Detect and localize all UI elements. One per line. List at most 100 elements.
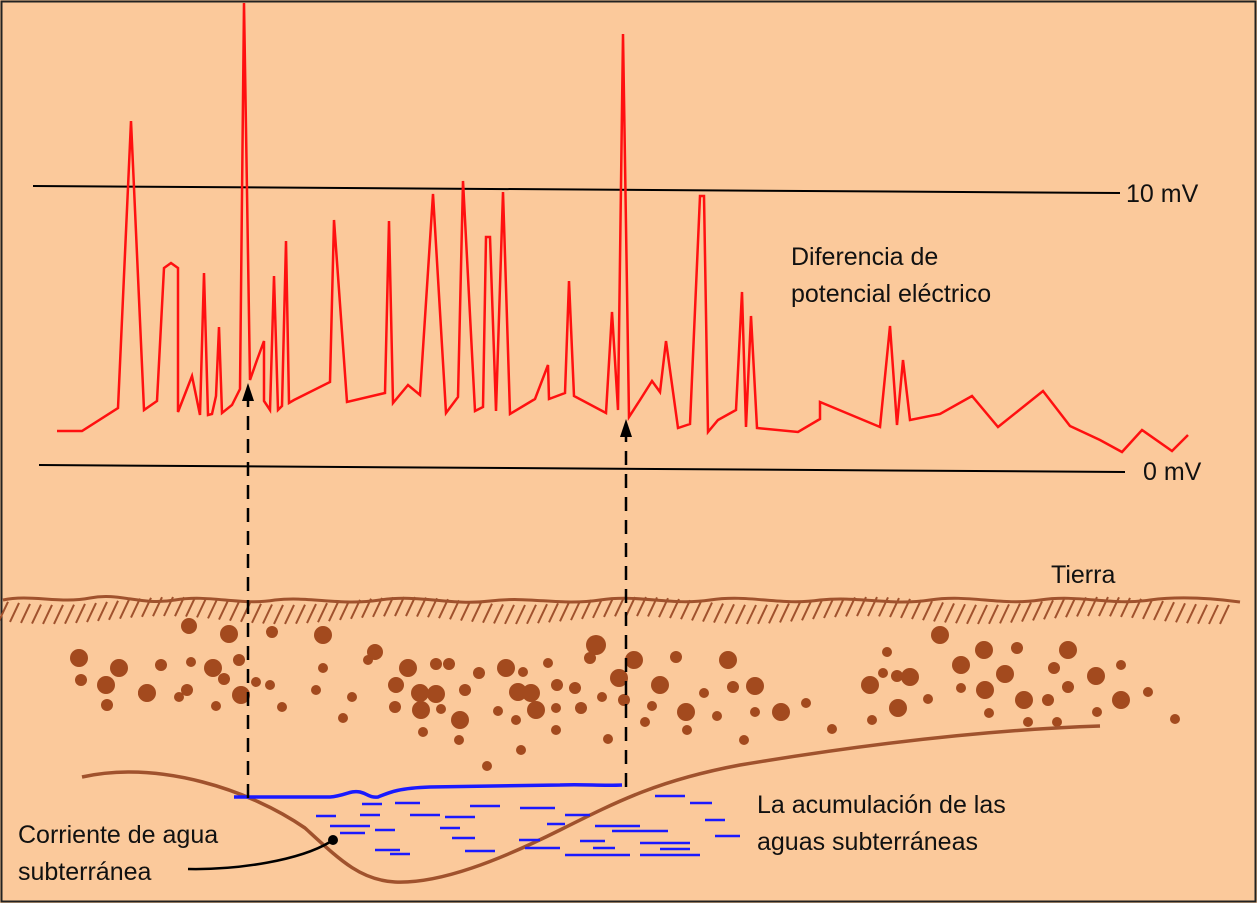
ground-hatch-stroke [790,602,801,622]
pebble [430,658,442,670]
pebble [1143,687,1153,697]
pebble [110,659,128,677]
ground-hatch-stroke [526,604,537,625]
ground-hatch-stroke [724,603,735,624]
ground-hatch-stroke [350,599,361,620]
ground-hatch-stroke [0,601,9,622]
ground-hatch-stroke [1054,598,1065,619]
pebble [138,685,154,701]
ground-hatch-stroke [834,597,845,618]
pebble [1092,707,1102,717]
pebble [1062,681,1074,693]
pebble [181,684,193,696]
pebble [155,659,167,671]
pebble [1059,641,1077,659]
pebble [1015,691,1033,709]
pebble [482,761,492,771]
pebble [451,711,469,729]
pebble [575,702,587,714]
pebble [647,701,657,711]
pebble [75,674,87,686]
ground-hatching [0,596,1230,625]
ground-hatch-stroke [339,600,350,621]
ground-hatch-stroke [460,601,471,621]
pebble [682,725,692,735]
ground-hatch-stroke [493,603,504,624]
ground-hatch-stroke [64,604,75,625]
pebble [901,668,919,686]
ground-hatch-stroke [713,603,724,623]
ground-hatch-stroke [603,597,614,618]
ground-hatch-stroke [746,604,757,625]
ground-hatch-stroke [317,602,328,623]
ground-hatch-stroke [636,596,647,617]
ground-hatch-stroke [174,596,185,617]
pebble [746,677,764,695]
ground-hatch-stroke [471,602,482,623]
label-stream-line1: Corriente de agua [18,821,219,849]
pebble [1116,660,1126,670]
ground-hatch-stroke [757,604,768,625]
ground-hatch-stroke [185,597,196,618]
ground-hatch-stroke [812,599,823,620]
ground-hatch-stroke [889,597,900,618]
pebble [569,682,581,694]
pebble [739,735,749,745]
ground-hatch-stroke [229,601,240,622]
ground-hatch-stroke [1087,596,1098,617]
potential-signal-line [57,2,1189,454]
ground-hatch-stroke [1197,604,1208,625]
pebble [497,659,515,677]
pebble [389,701,401,713]
ground-hatch-stroke [548,602,559,623]
groundwater-stream-curve [81,724,1101,884]
pebble [233,654,245,666]
label-stream-line2: subterránea [18,858,152,886]
pebble [984,708,994,718]
pebble [277,702,287,712]
pebble [699,688,709,698]
pebble [412,701,430,719]
ground-hatch-stroke [900,598,911,619]
ground-hatch-stroke [592,598,603,619]
ground-hatch-stroke [383,596,394,617]
ground-hatch-stroke [1219,604,1230,625]
ground-hatch-stroke [273,604,284,625]
ground-hatch-stroke [966,604,977,625]
pebble [518,667,528,677]
ground-hatch-stroke [856,596,867,617]
ground-hatch-stroke [1021,602,1032,623]
pebble [543,658,553,668]
pebble [266,626,278,638]
pebble [211,701,221,711]
pebble [220,625,238,643]
label-signal-line2: potencial eléctrico [791,280,992,308]
ground-hatch-stroke [779,603,790,623]
pebble [975,641,993,659]
ground-surface [2,594,1241,604]
reference-line-0mv [38,464,1126,473]
pebble [719,651,737,669]
ground-hatch-stroke [306,603,317,624]
ground-hatch-stroke [1065,597,1076,618]
pebble [952,656,970,674]
pebble [772,703,790,721]
ground-hatch-stroke [218,600,229,620]
ground-hatch-stroke [108,600,119,621]
pebble [516,745,526,755]
ground-hatch-stroke [295,604,306,625]
pebble [338,713,348,723]
pebble [388,677,404,693]
pebble [436,704,446,714]
ground-hatch-stroke [1164,601,1175,622]
ground-hatch-stroke [944,602,955,623]
ground-hatch-stroke [735,604,746,625]
ground-hatch-stroke [31,604,42,625]
ground-hatch-stroke [42,604,53,625]
pebble [956,683,966,693]
ground-hatch-stroke [9,602,20,623]
pebble [174,692,184,702]
pebble [204,659,222,677]
ground-hatch-stroke [438,598,449,619]
ground-hatch-stroke [251,603,262,624]
